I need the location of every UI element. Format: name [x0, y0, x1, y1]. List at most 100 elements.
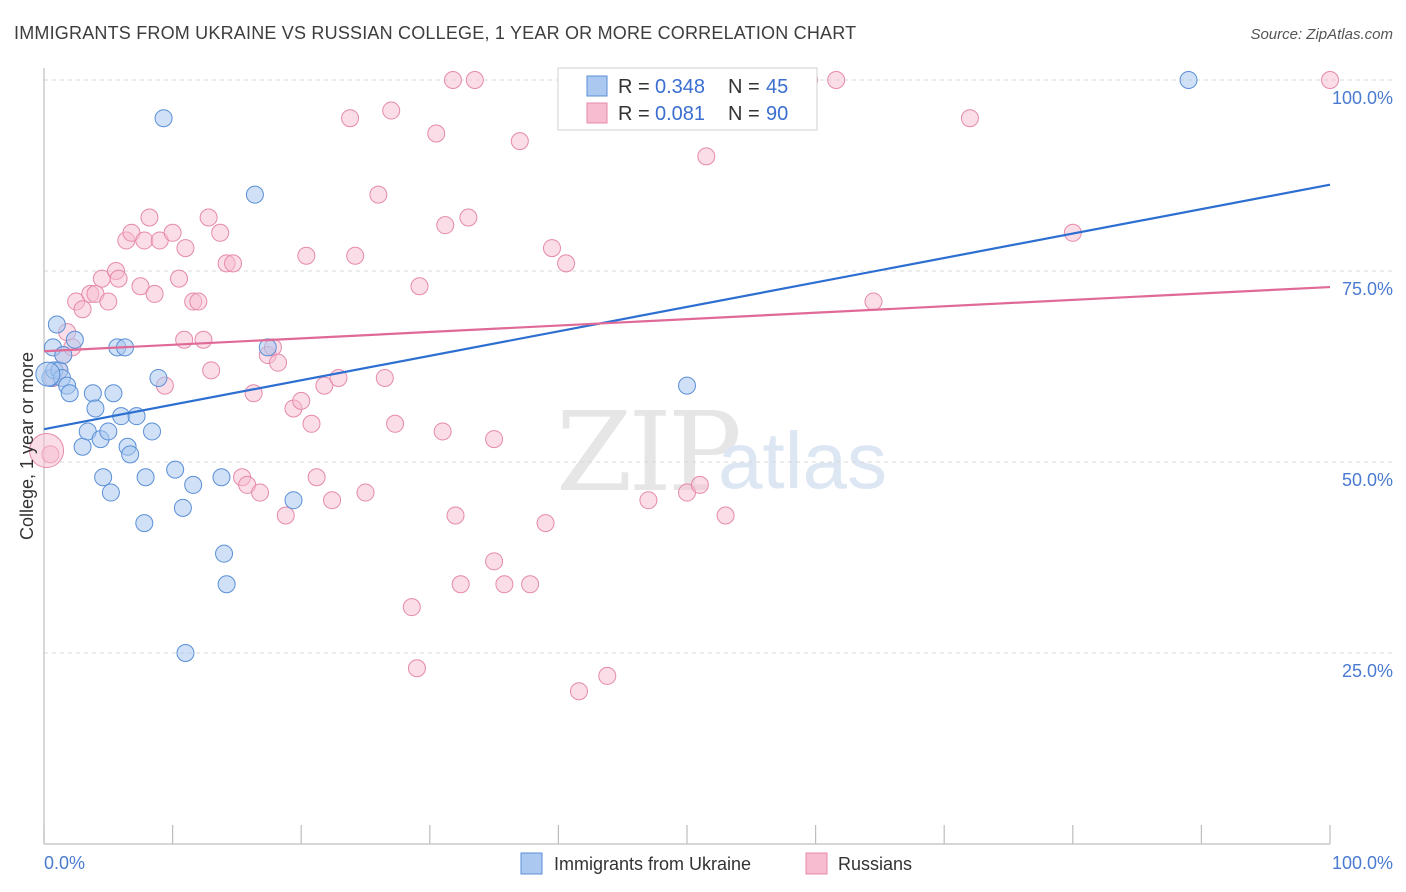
- bottom-legend-label-ukraine: Immigrants from Ukraine: [554, 854, 751, 874]
- ukraine-point-40: [678, 376, 696, 395]
- russians-point-57: [402, 598, 421, 617]
- ukraine-point-36: [245, 185, 264, 204]
- russians-point-24: [175, 330, 194, 349]
- russians-point-69: [495, 575, 514, 594]
- y-tick-label-25: 25.0%: [1342, 661, 1393, 681]
- x-tick-label-min: 0.0%: [44, 853, 85, 873]
- russians-point-77: [598, 666, 617, 685]
- ukraine-point-16: [99, 422, 118, 441]
- russians-point-76: [569, 682, 588, 701]
- russians-point-63: [443, 71, 462, 89]
- russians-point-45: [302, 414, 321, 433]
- russians-point-44: [297, 246, 316, 265]
- russians-point-68: [485, 552, 504, 571]
- legend-n-value-ukraine: 45: [766, 76, 788, 98]
- russians-point-37: [251, 483, 270, 502]
- watermark-atlas: atlas: [718, 416, 887, 505]
- russians-point-55: [382, 101, 401, 120]
- russians-point-54: [375, 368, 394, 387]
- legend-n-label-russians: N =: [728, 103, 760, 125]
- russians-point-82: [697, 147, 716, 166]
- russians-point-17: [135, 231, 154, 250]
- ukraine-point-34: [215, 544, 234, 563]
- russians-point-29: [199, 208, 218, 227]
- ukraine-point-35: [217, 575, 236, 594]
- russians-point-61: [433, 422, 452, 441]
- ukraine-point-12: [83, 384, 102, 403]
- russians-point-18: [140, 208, 159, 227]
- bottom-legend-label-russians: Russians: [838, 854, 912, 874]
- russians-point-81: [690, 475, 709, 494]
- ukraine-point-26: [136, 468, 155, 487]
- russians-point-large: [29, 433, 65, 469]
- russians-point-30: [202, 361, 221, 380]
- ukraine-point-30: [166, 460, 185, 479]
- y-tick-labels: 25.0% 50.0% 75.0% 100.0%: [1332, 88, 1393, 681]
- y-tick-label-100: 100.0%: [1332, 88, 1393, 108]
- bottom-legend-swatch-ukraine: [520, 852, 543, 875]
- russians-trend-line: [43, 285, 1331, 353]
- ukraine-point-large: [35, 361, 61, 387]
- russians-point-66: [459, 208, 478, 227]
- ukraine-point-23: [121, 445, 140, 464]
- ukraine-point-10: [73, 437, 92, 456]
- ukraine-point-17: [101, 483, 120, 502]
- legend-r-value-ukraine: 0.348: [655, 76, 705, 98]
- ukraine-point-28: [149, 368, 168, 387]
- russians-point-46: [307, 468, 326, 487]
- russians-point-85: [827, 71, 846, 89]
- russians-point-83: [716, 506, 735, 525]
- russians-point-16: [131, 277, 150, 296]
- russians-point-50: [341, 109, 360, 128]
- russians-point-71: [510, 132, 529, 151]
- x-tick-label-max: 100.0%: [1332, 853, 1393, 873]
- russians-point-47: [315, 376, 334, 395]
- ukraine-point-27: [143, 422, 162, 441]
- russians-point-64: [446, 506, 465, 525]
- y-axis-label: College, 1 year or more: [17, 352, 37, 540]
- legend-n-value-russians: 90: [766, 103, 788, 125]
- russians-point-67: [465, 71, 484, 89]
- russians-point-22: [163, 223, 182, 242]
- ukraine-point-37: [258, 338, 277, 357]
- ukraine-point-41: [1179, 71, 1198, 89]
- russians-point-43: [292, 391, 311, 410]
- legend-swatch-russians: [586, 102, 608, 124]
- russians-point-25: [176, 239, 195, 258]
- ukraine-point-38: [284, 491, 303, 510]
- source-credit: Source: ZipAtlas.com: [1250, 26, 1393, 43]
- russians-point-41: [276, 506, 295, 525]
- ukraine-point-25: [135, 514, 154, 533]
- legend-bottom: Immigrants from Ukraine Russians: [520, 852, 912, 875]
- legend-r-label-russians: R =: [618, 103, 650, 125]
- y-tick-label-75: 75.0%: [1342, 279, 1393, 299]
- russians-point-33: [224, 254, 243, 273]
- russians-point-59: [410, 277, 429, 296]
- russians-point-58: [407, 659, 426, 678]
- ukraine-point-32: [184, 475, 203, 494]
- russians-point-27: [189, 292, 208, 311]
- russians-point-52: [356, 483, 375, 502]
- legend-r-label-ukraine: R =: [618, 76, 650, 98]
- ukraine-point-8: [60, 384, 79, 403]
- russians-point-13: [109, 269, 128, 288]
- russians-point-79: [639, 491, 658, 510]
- legend-n-label-ukraine: N =: [728, 76, 760, 98]
- russians-point-65: [451, 575, 470, 594]
- legend-top: R = 0.348 N = 45 R = 0.081 N = 90: [557, 67, 818, 131]
- russians-point-70: [485, 430, 504, 449]
- ukraine-point-33: [212, 468, 231, 487]
- legend-r-value-russians: 0.081: [655, 103, 705, 125]
- russians-point-31: [211, 223, 230, 242]
- ukraine-point-39: [176, 644, 195, 662]
- russians-point-7: [73, 300, 92, 319]
- ukraine-point-9: [65, 330, 84, 349]
- russians-point-87: [960, 109, 979, 128]
- chart-title: IMMIGRANTS FROM UKRAINE VS RUSSIAN COLLE…: [14, 23, 856, 43]
- ukraine-point-13: [86, 399, 105, 418]
- gridlines: [44, 79, 1393, 654]
- russians-point-86: [864, 292, 883, 311]
- ukraine-point-15: [94, 468, 113, 487]
- russians-point-11: [99, 292, 118, 311]
